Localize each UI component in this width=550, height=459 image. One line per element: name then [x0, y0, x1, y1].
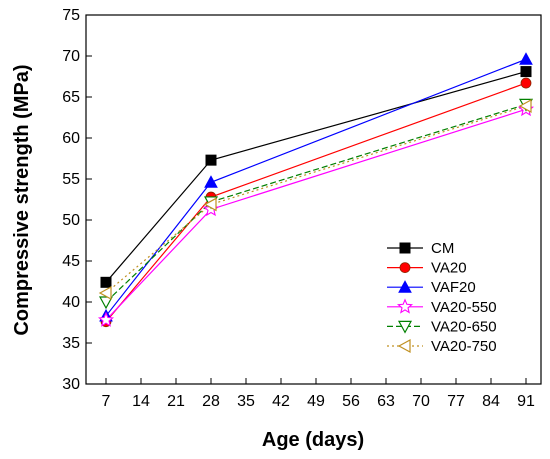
legend-label: CM	[431, 240, 454, 257]
x-tick-label: 7	[102, 393, 111, 410]
series-line-cm	[105, 71, 527, 283]
y-tick-label: 45	[62, 253, 80, 270]
data-point-va20-750	[98, 285, 112, 300]
axis-ticks: 7 14 21 28 35 42 49 56 63 70 77 84 91 30 35 40 45 50 55 60 6…	[62, 7, 535, 410]
legend-marker	[398, 280, 412, 293]
x-tick-label: 14	[132, 393, 150, 410]
data-point-vaf20	[519, 52, 533, 65]
y-tick-label: 50	[62, 212, 80, 229]
data-point-cm	[100, 276, 112, 288]
x-tick-label: 77	[447, 393, 465, 410]
data-point-va20-650	[98, 296, 114, 310]
x-tick-label: 35	[237, 393, 255, 410]
x-axis-title: Age (days)	[262, 429, 364, 451]
data-point-va20	[520, 77, 532, 89]
x-tick-label: 21	[167, 393, 185, 410]
data-point-cm	[205, 154, 217, 166]
legend-label: VA20	[431, 260, 467, 277]
x-tick-label: 42	[272, 393, 290, 410]
series-line-va20-750	[105, 105, 527, 294]
legend-label: VA20-550	[431, 299, 497, 316]
x-tick-label: 91	[517, 393, 535, 410]
x-tick-label: 63	[377, 393, 395, 410]
legend-marker	[397, 338, 411, 354]
y-tick-label: 35	[62, 335, 80, 352]
x-tick-label: 84	[482, 393, 500, 410]
series-markers	[97, 52, 535, 328]
x-tick-label: 56	[342, 393, 360, 410]
legend-marker	[397, 320, 413, 334]
plot-frame	[85, 14, 542, 385]
data-point-va20-550	[97, 311, 115, 327]
legend-label: VA20-650	[431, 318, 497, 335]
y-tick-label: 40	[62, 294, 80, 311]
y-tick-label: 70	[62, 48, 80, 65]
x-tick-label: 28	[202, 393, 220, 410]
legend-label: VAF20	[431, 279, 476, 296]
data-point-cm	[520, 66, 532, 78]
legend-label: VA20-750	[431, 338, 497, 355]
legend: CM VA20 VAF20 VA20-550 VA20-650 VA20-750	[387, 240, 497, 355]
y-tick-label: 55	[62, 171, 80, 188]
y-tick-label: 30	[62, 376, 80, 393]
y-tick-label: 60	[62, 130, 80, 147]
y-axis-title: Compressive strength (MPa)	[11, 64, 33, 335]
data-point-vaf20	[204, 175, 218, 188]
legend-marker	[396, 298, 414, 314]
y-tick-label: 65	[62, 89, 80, 106]
legend-marker	[399, 262, 411, 274]
data-point-va20-750	[518, 99, 532, 114]
x-tick-label: 49	[307, 393, 325, 410]
data-point-va20-750	[203, 197, 217, 212]
y-tick-label: 75	[62, 7, 80, 24]
legend-marker	[399, 242, 411, 254]
x-tick-label: 70	[412, 393, 430, 410]
series-line-vaf20	[105, 58, 527, 317]
